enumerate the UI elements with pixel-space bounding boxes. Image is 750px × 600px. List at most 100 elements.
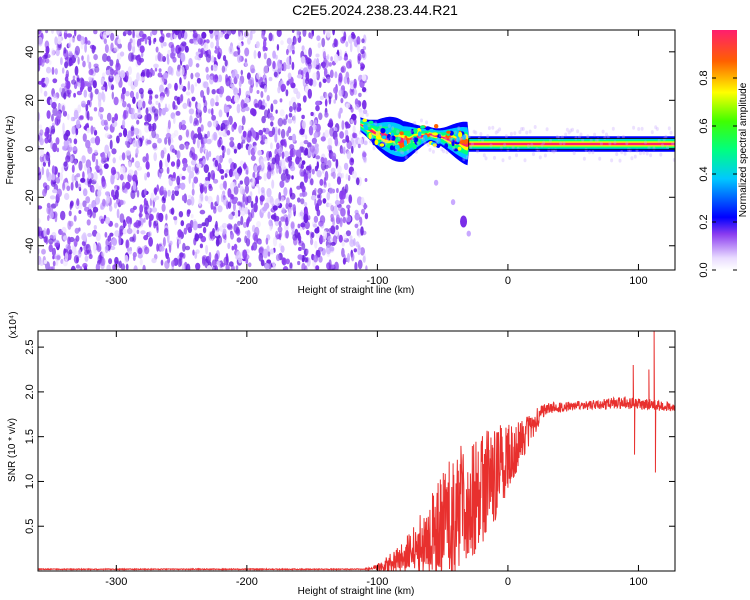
noise-blob xyxy=(347,252,350,263)
noise-blob xyxy=(173,216,178,221)
noise-blob xyxy=(203,42,209,52)
noise-blob xyxy=(218,31,224,38)
y-tick-label: 2.5 xyxy=(24,339,36,354)
noise-blob xyxy=(253,202,258,213)
noise-blob xyxy=(203,81,209,89)
noise-blob xyxy=(263,172,267,182)
noise-blob xyxy=(260,91,264,98)
noise-blob xyxy=(258,164,262,170)
noise-blob xyxy=(303,213,309,224)
noise-blob xyxy=(237,209,241,217)
noise-blob xyxy=(270,103,274,113)
ridge-halo xyxy=(389,135,393,140)
noise-blob xyxy=(225,169,230,174)
noise-blob xyxy=(285,114,288,120)
noise-blob xyxy=(92,171,98,182)
noise-blob xyxy=(257,150,262,156)
ridge-halo xyxy=(520,127,524,131)
noise-blob xyxy=(302,77,306,87)
noise-blob xyxy=(278,159,282,168)
noise-blob xyxy=(256,221,261,228)
ridge-speckle xyxy=(425,126,431,131)
noise-blob xyxy=(314,227,320,234)
noise-blob xyxy=(116,135,120,144)
ridge-halo xyxy=(509,131,513,136)
noise-blob xyxy=(105,30,110,36)
noise-blob xyxy=(192,30,196,33)
noise-blob xyxy=(206,73,210,81)
noise-blob xyxy=(72,75,76,80)
noise-blob xyxy=(155,46,159,53)
ridge-halo xyxy=(608,141,612,146)
noise-blob xyxy=(51,173,56,181)
noise-blob xyxy=(108,258,113,265)
noise-blob xyxy=(267,211,271,219)
ridge-halo xyxy=(362,136,366,141)
noise-blob xyxy=(161,203,166,212)
noise-blob xyxy=(346,204,351,209)
noise-blob xyxy=(212,173,215,181)
noise-blob xyxy=(88,76,93,82)
noise-blob xyxy=(299,168,304,177)
noise-blob xyxy=(135,91,139,100)
noise-blob xyxy=(346,140,352,150)
ridge-halo xyxy=(433,143,437,148)
noise-blob xyxy=(106,195,110,204)
noise-blob xyxy=(96,242,102,253)
noise-blob xyxy=(253,50,257,59)
ridge-halo xyxy=(571,127,574,132)
noise-blob xyxy=(143,188,147,196)
noise-blob xyxy=(54,68,58,75)
noise-blob xyxy=(48,60,52,65)
noise-blob xyxy=(323,230,328,240)
noise-blob xyxy=(137,99,143,109)
noise-blob xyxy=(197,108,202,113)
noise-blob xyxy=(266,94,270,102)
ridge-halo xyxy=(606,135,610,140)
noise-blob xyxy=(272,60,276,70)
colorbar-ticks: 0.0 0.2 0.4 0.6 0.8 xyxy=(698,70,737,278)
noise-blob xyxy=(54,213,58,223)
noise-blob xyxy=(239,186,245,195)
noise-blob xyxy=(327,137,333,146)
noise-blob xyxy=(263,65,269,75)
noise-blob xyxy=(241,115,246,126)
noise-blob xyxy=(73,159,78,166)
noise-blob xyxy=(111,148,117,155)
noise-blob xyxy=(55,137,60,145)
noise-blob xyxy=(42,188,47,197)
noise-blob xyxy=(302,95,307,103)
noise-blob xyxy=(127,41,132,52)
noise-blob xyxy=(361,74,367,82)
noise-blob xyxy=(189,170,195,179)
noise-blob xyxy=(301,160,306,166)
noise-blob xyxy=(237,167,243,174)
noise-blob xyxy=(75,128,79,136)
ridge-halo xyxy=(482,153,486,158)
spectrogram-x-axis-label: Height of straight line (km) xyxy=(298,285,415,296)
noise-blob xyxy=(54,255,57,260)
ridge-halo xyxy=(620,150,624,155)
ridge-speckle xyxy=(412,145,417,150)
noise-blob xyxy=(334,92,338,101)
noise-blob xyxy=(74,45,80,56)
noise-blob xyxy=(360,196,365,207)
noise-blob xyxy=(214,159,219,167)
noise-blob xyxy=(38,226,43,237)
noise-blob xyxy=(41,166,45,176)
noise-blob xyxy=(268,32,273,42)
noise-blob xyxy=(235,265,239,270)
noise-blob xyxy=(308,47,312,58)
ridge-halo xyxy=(547,147,551,152)
ridge-halo xyxy=(430,134,434,139)
noise-blob xyxy=(45,58,50,64)
noise-blob xyxy=(132,181,137,191)
noise-blob xyxy=(101,198,106,207)
noise-blob xyxy=(309,33,313,40)
noise-blob xyxy=(272,50,276,59)
noise-blob xyxy=(351,34,356,39)
noise-blob xyxy=(280,216,285,222)
ridge-halo xyxy=(637,127,641,131)
noise-blob xyxy=(212,265,217,270)
ridge-halo xyxy=(382,140,386,145)
